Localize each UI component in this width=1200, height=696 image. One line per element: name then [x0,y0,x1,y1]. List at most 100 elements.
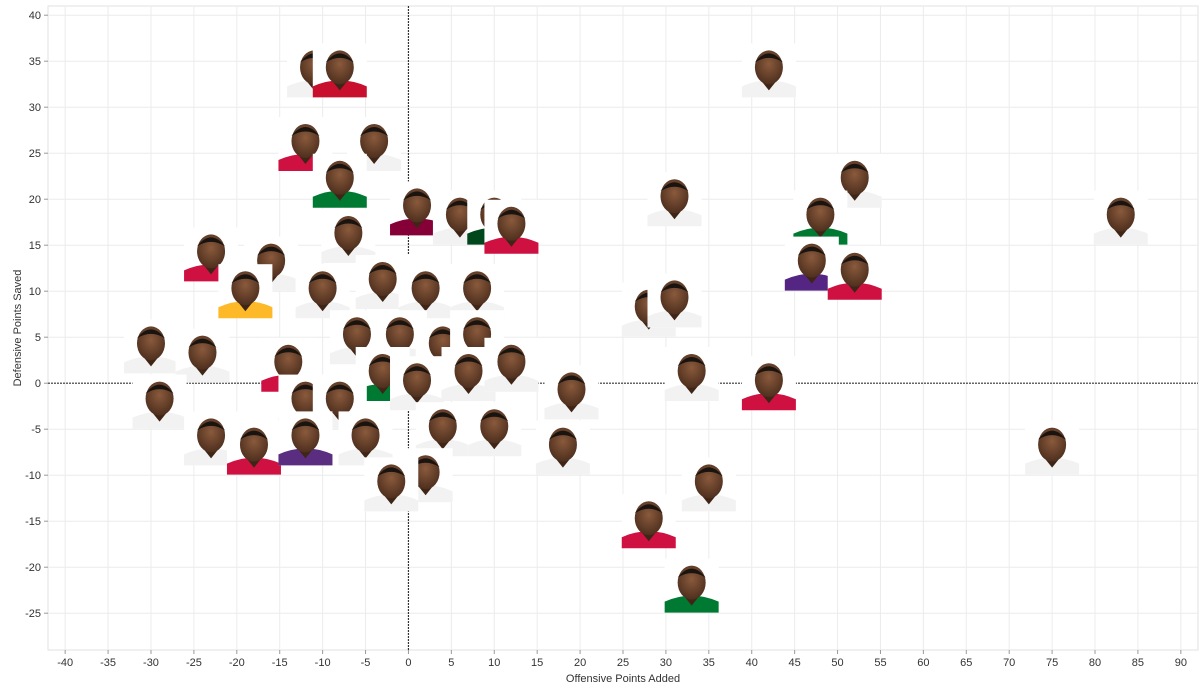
x-tick-label: 65 [960,657,972,669]
hair [239,430,268,440]
y-tick-label: 15 [29,240,41,252]
x-tick-label: -25 [186,657,202,669]
x-tick-label: -35 [100,657,116,669]
player-headshot-point [123,319,178,374]
hair [840,163,869,173]
player-headshot-point [338,411,393,466]
hair [360,127,389,136]
player-headshot-point [132,374,187,429]
hair [197,421,226,431]
hair [428,329,457,339]
hair [497,209,526,219]
player-headshot-point [312,43,367,98]
hair [411,274,440,284]
y-tick-label: 30 [29,102,41,114]
x-tick-label: 85 [1132,657,1144,669]
x-tick-label: 30 [660,657,672,669]
player-headshot-point [544,365,599,420]
hair [334,219,363,228]
y-tick-label: -15 [25,516,41,528]
player-headshot-point [484,337,539,392]
hair [291,421,320,431]
x-tick-label: 5 [448,657,454,669]
hair [351,421,380,431]
hair [497,347,526,357]
x-tick-label: 90 [1175,657,1187,669]
hair [660,182,689,192]
hair [463,320,492,330]
hair [557,375,586,385]
player-headshot-point [741,43,796,98]
data-points [123,43,1148,613]
x-tick-label: -20 [229,657,245,669]
hair [677,357,706,366]
x-tick-label: 80 [1089,657,1101,669]
player-headshot-point [647,273,702,328]
x-tick-label: 55 [874,657,886,669]
hair [463,274,492,284]
x-tick-label: -15 [272,657,288,669]
player-headshot-point [664,347,719,401]
x-tick-label: 20 [574,657,586,669]
y-tick-label: 35 [29,56,41,68]
hair [145,384,174,394]
player-headshot-point [312,153,367,208]
hair [308,274,337,284]
player-headshot-point [1093,190,1148,245]
hair [480,412,509,422]
hair [428,412,457,422]
x-tick-label: 15 [531,657,543,669]
player-headshot-point [278,411,333,466]
hair [445,200,474,210]
hair [385,320,414,330]
hair [806,200,835,210]
hair [136,329,165,339]
y-tick-label: -25 [25,608,41,620]
player-headshot-point [398,264,453,319]
player-headshot-point [415,402,470,457]
x-tick-label: -5 [361,657,371,669]
hair [342,320,371,330]
player-headshot-point [321,209,376,263]
hair [291,127,320,136]
hair [325,53,354,63]
x-tick-label: 25 [617,657,629,669]
y-tick-label: 40 [29,10,41,22]
x-tick-label: 35 [703,657,715,669]
hair [797,246,826,256]
player-headshot-point [218,264,273,319]
player-headshot-point [226,420,281,475]
player-headshot-point [741,356,796,411]
x-tick-label: 50 [831,657,843,669]
y-tick-label: 5 [35,332,41,344]
player-headshot-point [364,457,419,512]
x-tick-label: 0 [405,657,411,669]
hair [291,384,320,394]
x-axis-title: Offensive Points Added [566,673,680,685]
hair [197,237,226,247]
player-headshot-point [793,190,848,245]
player-headshot-point [647,172,702,227]
player-headshot-point [441,347,496,401]
y-axis-title: Defensive Points Saved [12,270,24,387]
hair [634,504,663,514]
y-tick-label: 20 [29,194,41,206]
player-headshot-point [827,245,882,300]
hair [403,366,432,376]
x-axis-ticks: -40 -35 -30 -25 -20 -15 -10 -5 0 5 10 15 20 25 30 35 40 4… [57,650,1187,669]
player-headshot-point [295,264,350,319]
y-axis-ticks: 40 35 30 25 20 15 10 5 0 -5 -10 -15 -20 -25 [25,10,48,620]
hair [231,274,260,284]
hair [1106,200,1135,210]
y-tick-label: -10 [25,470,41,482]
y-tick-label: -5 [31,424,41,436]
player-headshot-point [535,420,590,475]
x-tick-label: 45 [789,657,801,669]
x-tick-label: 75 [1046,657,1058,669]
hair [677,568,706,578]
x-tick-label: -10 [315,657,331,669]
hair [411,458,440,468]
hair [694,467,723,477]
y-tick-label: 0 [35,378,41,390]
